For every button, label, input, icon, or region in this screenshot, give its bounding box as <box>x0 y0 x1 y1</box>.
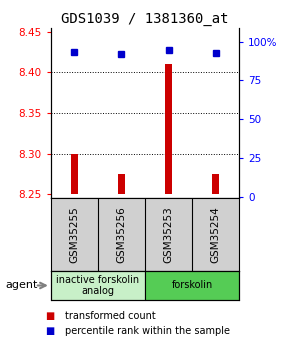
Text: ■: ■ <box>45 311 54 321</box>
Text: GSM35256: GSM35256 <box>117 206 126 263</box>
Text: ■: ■ <box>45 326 54 336</box>
Bar <box>165 64 172 194</box>
Text: forskolin: forskolin <box>171 280 213 290</box>
Bar <box>212 174 219 194</box>
Bar <box>145 271 239 300</box>
Text: inactive forskolin
analog: inactive forskolin analog <box>56 275 139 296</box>
Text: GDS1039 / 1381360_at: GDS1039 / 1381360_at <box>61 12 229 26</box>
Bar <box>51 271 145 300</box>
Bar <box>118 174 125 194</box>
Text: GSM35254: GSM35254 <box>211 206 221 263</box>
Text: transformed count: transformed count <box>65 311 156 321</box>
Text: GSM35255: GSM35255 <box>69 206 79 263</box>
Bar <box>71 154 78 194</box>
Text: agent: agent <box>6 280 38 290</box>
Text: percentile rank within the sample: percentile rank within the sample <box>65 326 230 336</box>
Text: GSM35253: GSM35253 <box>164 206 173 263</box>
